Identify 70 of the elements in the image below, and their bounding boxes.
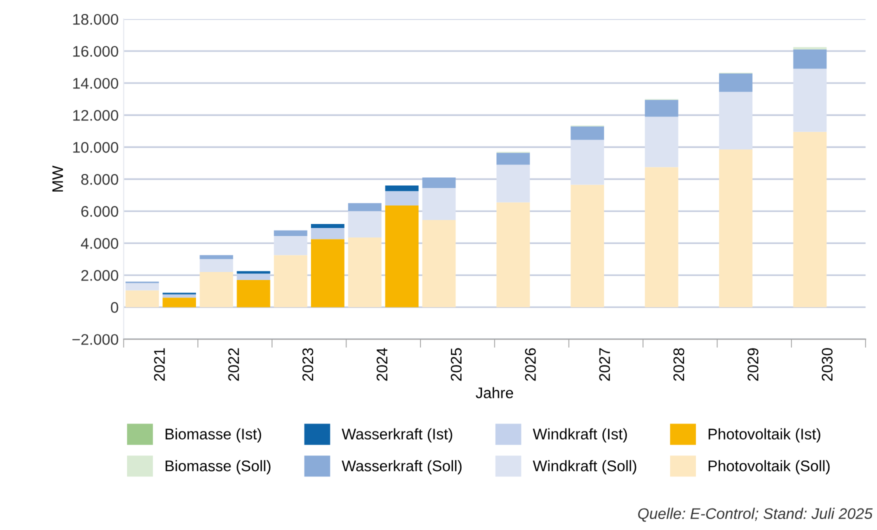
x-tick-label: 2022 bbox=[228, 348, 240, 381]
bar bbox=[274, 255, 308, 308]
bar bbox=[200, 259, 234, 272]
bar bbox=[200, 255, 234, 260]
y-tick-label: 4.000 bbox=[80, 238, 118, 249]
bar bbox=[422, 220, 456, 308]
bar bbox=[126, 290, 159, 308]
bar bbox=[719, 74, 752, 92]
y-tick-label: 6.000 bbox=[81, 206, 118, 217]
legend-label: Wasserkraft (Soll) bbox=[342, 460, 462, 474]
bar bbox=[422, 188, 456, 220]
x-axis-title: Jahre bbox=[476, 387, 514, 398]
bar bbox=[162, 298, 196, 308]
bar bbox=[200, 272, 234, 308]
y-tick-label: 0 bbox=[110, 302, 118, 313]
bar bbox=[496, 202, 530, 308]
y-tick-label: −2.000 bbox=[72, 334, 118, 345]
bar bbox=[162, 294, 196, 298]
bar bbox=[274, 230, 308, 236]
bar bbox=[422, 178, 456, 188]
bar bbox=[570, 184, 604, 308]
bar bbox=[310, 224, 344, 228]
bar bbox=[385, 191, 419, 206]
y-tick-label: 18.000 bbox=[73, 14, 118, 25]
y-tick-label: 14.000 bbox=[73, 78, 118, 89]
x-tick-label: 2025 bbox=[450, 348, 462, 381]
y-tick-label: 2.000 bbox=[81, 270, 118, 281]
y-axis-title: MW bbox=[52, 166, 63, 192]
source-note: Quelle: E-Control; Stand: Juli 2025 bbox=[638, 508, 873, 522]
x-tick-label: 2027 bbox=[599, 348, 610, 381]
y-tick-label: 10.000 bbox=[73, 142, 118, 153]
bar bbox=[385, 206, 419, 308]
legend-label: Windkraft (Soll) bbox=[532, 460, 636, 474]
legend-label: Windkraft (Ist) bbox=[532, 428, 627, 442]
legend-label: Photovoltaik (Ist) bbox=[708, 428, 820, 442]
bar bbox=[496, 152, 530, 165]
x-tick-label: 2024 bbox=[376, 348, 388, 381]
bar bbox=[719, 150, 752, 308]
bar bbox=[644, 116, 678, 168]
bar bbox=[348, 211, 382, 238]
x-tick-label: 2028 bbox=[673, 348, 684, 381]
bar bbox=[793, 49, 827, 69]
bar bbox=[310, 239, 344, 308]
x-tick-label: 2021 bbox=[154, 348, 165, 381]
bar bbox=[236, 271, 270, 274]
bar bbox=[385, 186, 419, 192]
bar bbox=[236, 280, 270, 308]
legend-label: Biomasse (Soll) bbox=[166, 460, 270, 474]
x-tick-label: 2029 bbox=[748, 348, 758, 381]
bar bbox=[644, 167, 678, 308]
bar bbox=[570, 126, 604, 140]
y-tick-label: 16.000 bbox=[73, 46, 118, 57]
x-tick-label: 2023 bbox=[302, 348, 314, 381]
bar bbox=[793, 132, 827, 308]
legend-label: Biomasse (Ist) bbox=[166, 428, 262, 442]
legend-label: Wasserkraft (Ist) bbox=[342, 428, 452, 442]
bar bbox=[274, 236, 308, 256]
bar bbox=[570, 140, 604, 185]
x-tick-label: 2030 bbox=[822, 348, 833, 381]
bar bbox=[310, 228, 344, 240]
bar bbox=[793, 68, 827, 132]
y-tick-label: 12.000 bbox=[73, 110, 118, 121]
bar bbox=[644, 100, 678, 117]
bar bbox=[348, 238, 382, 308]
bar bbox=[496, 164, 530, 202]
bar bbox=[348, 203, 382, 212]
x-tick-label: 2026 bbox=[525, 348, 536, 381]
bar bbox=[719, 92, 752, 150]
legend-label: Photovoltaik (Soll) bbox=[708, 460, 830, 474]
y-tick-label: 8.000 bbox=[81, 174, 118, 185]
